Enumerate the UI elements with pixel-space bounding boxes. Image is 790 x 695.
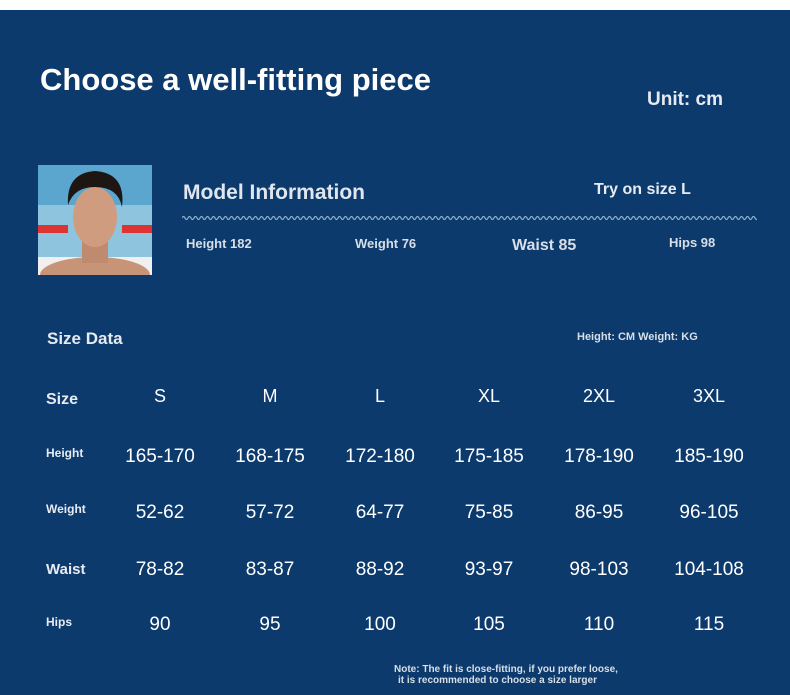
size-cell: 96-105 bbox=[679, 502, 739, 523]
wavy-divider bbox=[182, 215, 757, 221]
try-size: Try on size L bbox=[594, 181, 691, 198]
size-cell: 178-190 bbox=[564, 446, 634, 467]
model-stat: Weight 76 bbox=[355, 236, 417, 251]
size-cell: 185-190 bbox=[674, 446, 744, 467]
size-header: 3XL bbox=[692, 386, 726, 406]
size-cell: 175-185 bbox=[454, 446, 524, 467]
size-header: S bbox=[153, 386, 167, 406]
size-units: Height: CM Weight: KG bbox=[577, 331, 698, 343]
size-cell: 88-92 bbox=[355, 559, 405, 580]
title: Choose a well-fitting piece bbox=[40, 62, 431, 97]
unit: Unit: cm bbox=[647, 89, 723, 110]
size-cell: 98-103 bbox=[569, 559, 629, 580]
row-label: Waist bbox=[46, 561, 86, 578]
size-cell: 86-95 bbox=[574, 502, 624, 523]
size-cell: 100 bbox=[364, 614, 396, 635]
size-data-title: Size Data bbox=[47, 329, 123, 348]
size-cell: 93-97 bbox=[464, 559, 514, 580]
row-label: Hips bbox=[46, 615, 73, 629]
size-cell: 172-180 bbox=[345, 446, 415, 467]
size-cell: 95 bbox=[259, 614, 281, 635]
size-cell: 168-175 bbox=[235, 446, 305, 467]
size-cell: 57-72 bbox=[245, 502, 295, 523]
row-label: Height bbox=[46, 446, 84, 460]
size-cell: 105 bbox=[473, 614, 505, 635]
model-stat: Height 182 bbox=[186, 236, 252, 251]
size-cell: 110 bbox=[583, 614, 615, 635]
size-cell: 115 bbox=[693, 614, 725, 635]
model-photo bbox=[38, 165, 152, 275]
size-header: 2XL bbox=[582, 386, 616, 406]
note-line: Note: The fit is close-fitting, if you p… bbox=[394, 664, 618, 675]
size-header: M bbox=[262, 386, 278, 406]
size-cell: 104-108 bbox=[674, 559, 744, 580]
background-panel bbox=[0, 10, 790, 695]
size-cell: 75-85 bbox=[464, 502, 514, 523]
model-stat: Hips 98 bbox=[669, 235, 716, 250]
size-header: L bbox=[374, 386, 386, 406]
size-cell: 64-77 bbox=[355, 502, 405, 523]
size-cell: 90 bbox=[149, 614, 171, 635]
row-label: Size bbox=[46, 391, 79, 408]
size-cell: 52-62 bbox=[135, 502, 185, 523]
model-stat: Waist 85 bbox=[512, 237, 577, 254]
row-label: Weight bbox=[46, 502, 86, 516]
note-line: it is recommended to choose a size large… bbox=[398, 675, 597, 686]
size-cell: 78-82 bbox=[135, 559, 185, 580]
size-header: XL bbox=[477, 386, 501, 406]
size-cell: 83-87 bbox=[245, 559, 295, 580]
size-cell: 165-170 bbox=[125, 446, 195, 467]
model-heading: Model Information bbox=[183, 181, 365, 204]
